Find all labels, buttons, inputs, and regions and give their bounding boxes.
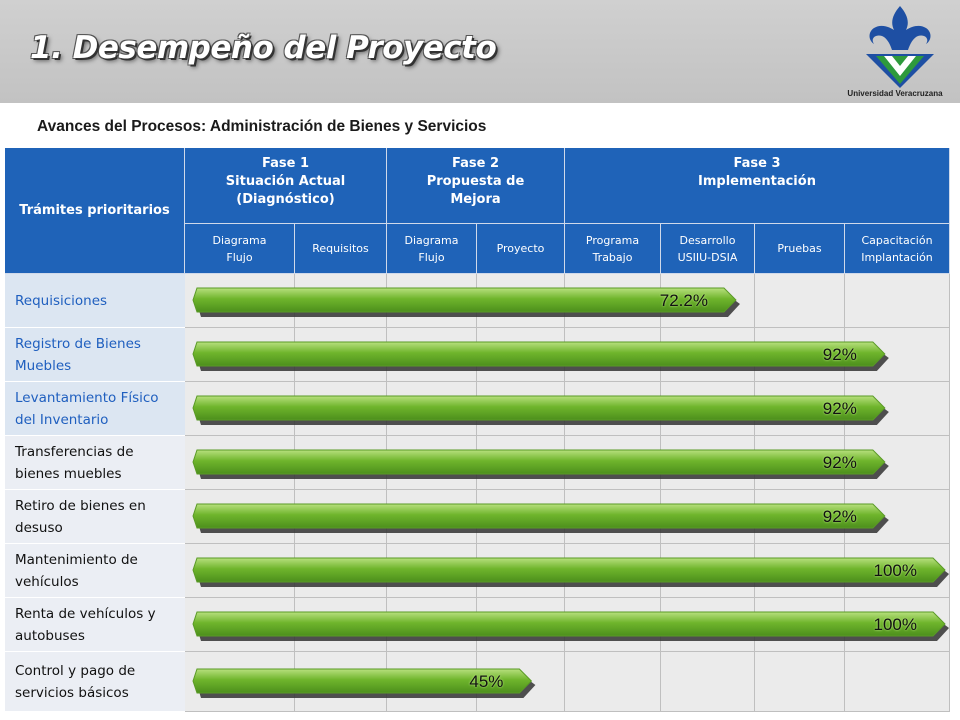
progress-bar: 100% (192, 557, 949, 587)
subheader-line1: Requisitos (312, 242, 369, 255)
progress-bar: 92% (192, 503, 889, 533)
table-cell (755, 274, 845, 328)
phase-header-detail: (Diagnóstico) (236, 192, 335, 207)
column-header-tramites-label: Trámites prioritarios (19, 203, 170, 218)
university-logo-icon (866, 6, 934, 88)
subheader-line1: Pruebas (777, 242, 822, 255)
subheader-line1: Proyecto (496, 242, 545, 255)
table-cell (845, 274, 950, 328)
subheader-line1: Desarrollo (679, 233, 736, 247)
row-label-text: Levantamiento Físico del Inventario (15, 389, 159, 428)
row-label: Retiro de bienes en desuso (5, 490, 185, 544)
table-cell (565, 652, 661, 712)
subheader-3: Diagrama Flujo (387, 224, 477, 274)
subheader-4: Proyecto (477, 224, 565, 274)
progress-bar: 92% (192, 395, 889, 425)
row-label: Requisiciones (5, 274, 185, 328)
row-label-text: Registro de Bienes Muebles (15, 335, 141, 374)
row-label: Control y pago de servicios básicos (5, 652, 185, 712)
row-label-text: Retiro de bienes en desuso (15, 497, 146, 536)
table-cell (661, 652, 755, 712)
phase-header-name: Implementación (698, 174, 816, 189)
subheader-line2: Trabajo (592, 250, 633, 264)
phase-header-title: Fase 3 (733, 156, 781, 171)
progress-label: 100% (873, 561, 917, 580)
progress-bar: 45% (192, 668, 536, 698)
row-label: Mantenimiento de vehículos (5, 544, 185, 598)
phase-header-3: Fase 3 Implementación (565, 148, 950, 224)
row-label: Levantamiento Físico del Inventario (5, 382, 185, 436)
subheader-7: Pruebas (755, 224, 845, 274)
header-band (0, 0, 960, 103)
table-cell (755, 652, 845, 712)
slide-title: 1. Desempeño del Proyecto (30, 30, 497, 66)
row-label-text: Control y pago de servicios básicos (15, 662, 136, 701)
progress-label: 92% (822, 453, 857, 472)
row-label: Transferencias de bienes muebles (5, 436, 185, 490)
subheader-line1: Capacitación (861, 233, 933, 247)
progress-label: 45% (469, 672, 504, 691)
phase-header-2: Fase 2 Propuesta de Mejora (387, 148, 565, 224)
phase-header-title: Fase 2 (451, 156, 500, 171)
subheader-1: Diagrama Flujo (185, 224, 295, 274)
row-label: Renta de vehículos y autobuses (5, 598, 185, 652)
progress-label: 92% (822, 399, 857, 418)
subheader-2: Requisitos (295, 224, 387, 274)
progress-label: 72.2% (659, 291, 708, 310)
row-label-text: Mantenimiento de vehículos (15, 551, 138, 590)
subheader-5: Programa Trabajo (565, 224, 661, 274)
progress-label: 100% (873, 615, 917, 634)
phase-header-1: Fase 1 Situación Actual (Diagnóstico) (185, 148, 387, 224)
progress-label: 92% (822, 345, 857, 364)
subheader-line1: Programa (585, 233, 640, 247)
page-subtitle: Avances del Procesos: Administración de … (37, 118, 487, 135)
subheader-line1: Diagrama (212, 233, 267, 247)
logo-caption: Universidad Veracruzana (847, 89, 943, 98)
table-cell (845, 490, 950, 544)
row-label-text: Renta de vehículos y autobuses (15, 605, 156, 644)
row-label: Registro de Bienes Muebles (5, 328, 185, 382)
subheader-line2: Flujo (418, 250, 445, 264)
row-label-text: Transferencias de bienes muebles (15, 443, 134, 482)
progress-label: 92% (822, 507, 857, 526)
subheader-6: Desarrollo USIIU-DSIA (661, 224, 755, 274)
phase-header-detail: Mejora (450, 192, 501, 207)
progress-bar: 92% (192, 449, 889, 479)
subheader-8: Capacitación Implantación (845, 224, 950, 274)
phase-header-name: Propuesta de (426, 174, 525, 189)
subheader-line2: Flujo (226, 250, 253, 264)
subheader-line2: Implantación (861, 250, 933, 264)
subheader-line2: USIIU-DSIA (677, 250, 738, 264)
phase-header-name: Situación Actual (225, 174, 346, 189)
column-header-tramites: Trámites prioritarios (5, 148, 185, 274)
subheader-line1: Diagrama (404, 233, 459, 247)
phase-header-title: Fase 1 (261, 156, 310, 171)
progress-bar: 100% (192, 611, 949, 641)
table-cell (845, 652, 950, 712)
progress-bar: 72.2% (192, 287, 740, 317)
progress-bar: 92% (192, 341, 889, 371)
row-label-text: Requisiciones (15, 292, 108, 309)
